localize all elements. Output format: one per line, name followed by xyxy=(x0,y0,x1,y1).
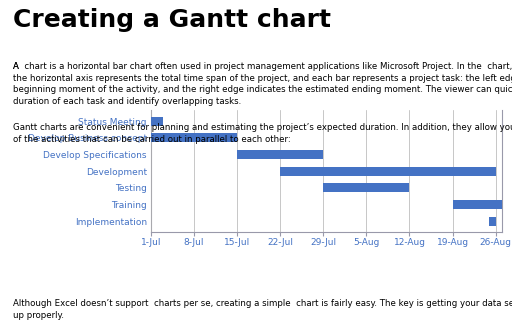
Bar xyxy=(151,117,163,126)
Text: A: A xyxy=(13,62,22,71)
Bar xyxy=(489,217,496,226)
Bar xyxy=(280,167,496,176)
Bar xyxy=(453,200,502,209)
Bar xyxy=(323,183,410,192)
Bar xyxy=(237,150,323,159)
Text: Although Excel doesn’t support  charts per se, creating a simple  chart is fairl: Although Excel doesn’t support charts pe… xyxy=(13,299,512,320)
Text: Creating a Gantt chart: Creating a Gantt chart xyxy=(13,8,331,32)
Bar xyxy=(151,133,237,142)
Text: Gantt charts are convenient for planning and estimating the project’s expected d: Gantt charts are convenient for planning… xyxy=(13,123,512,144)
Text: A  chart is a horizontal bar chart often used in project management applications: A chart is a horizontal bar chart often … xyxy=(13,62,512,106)
